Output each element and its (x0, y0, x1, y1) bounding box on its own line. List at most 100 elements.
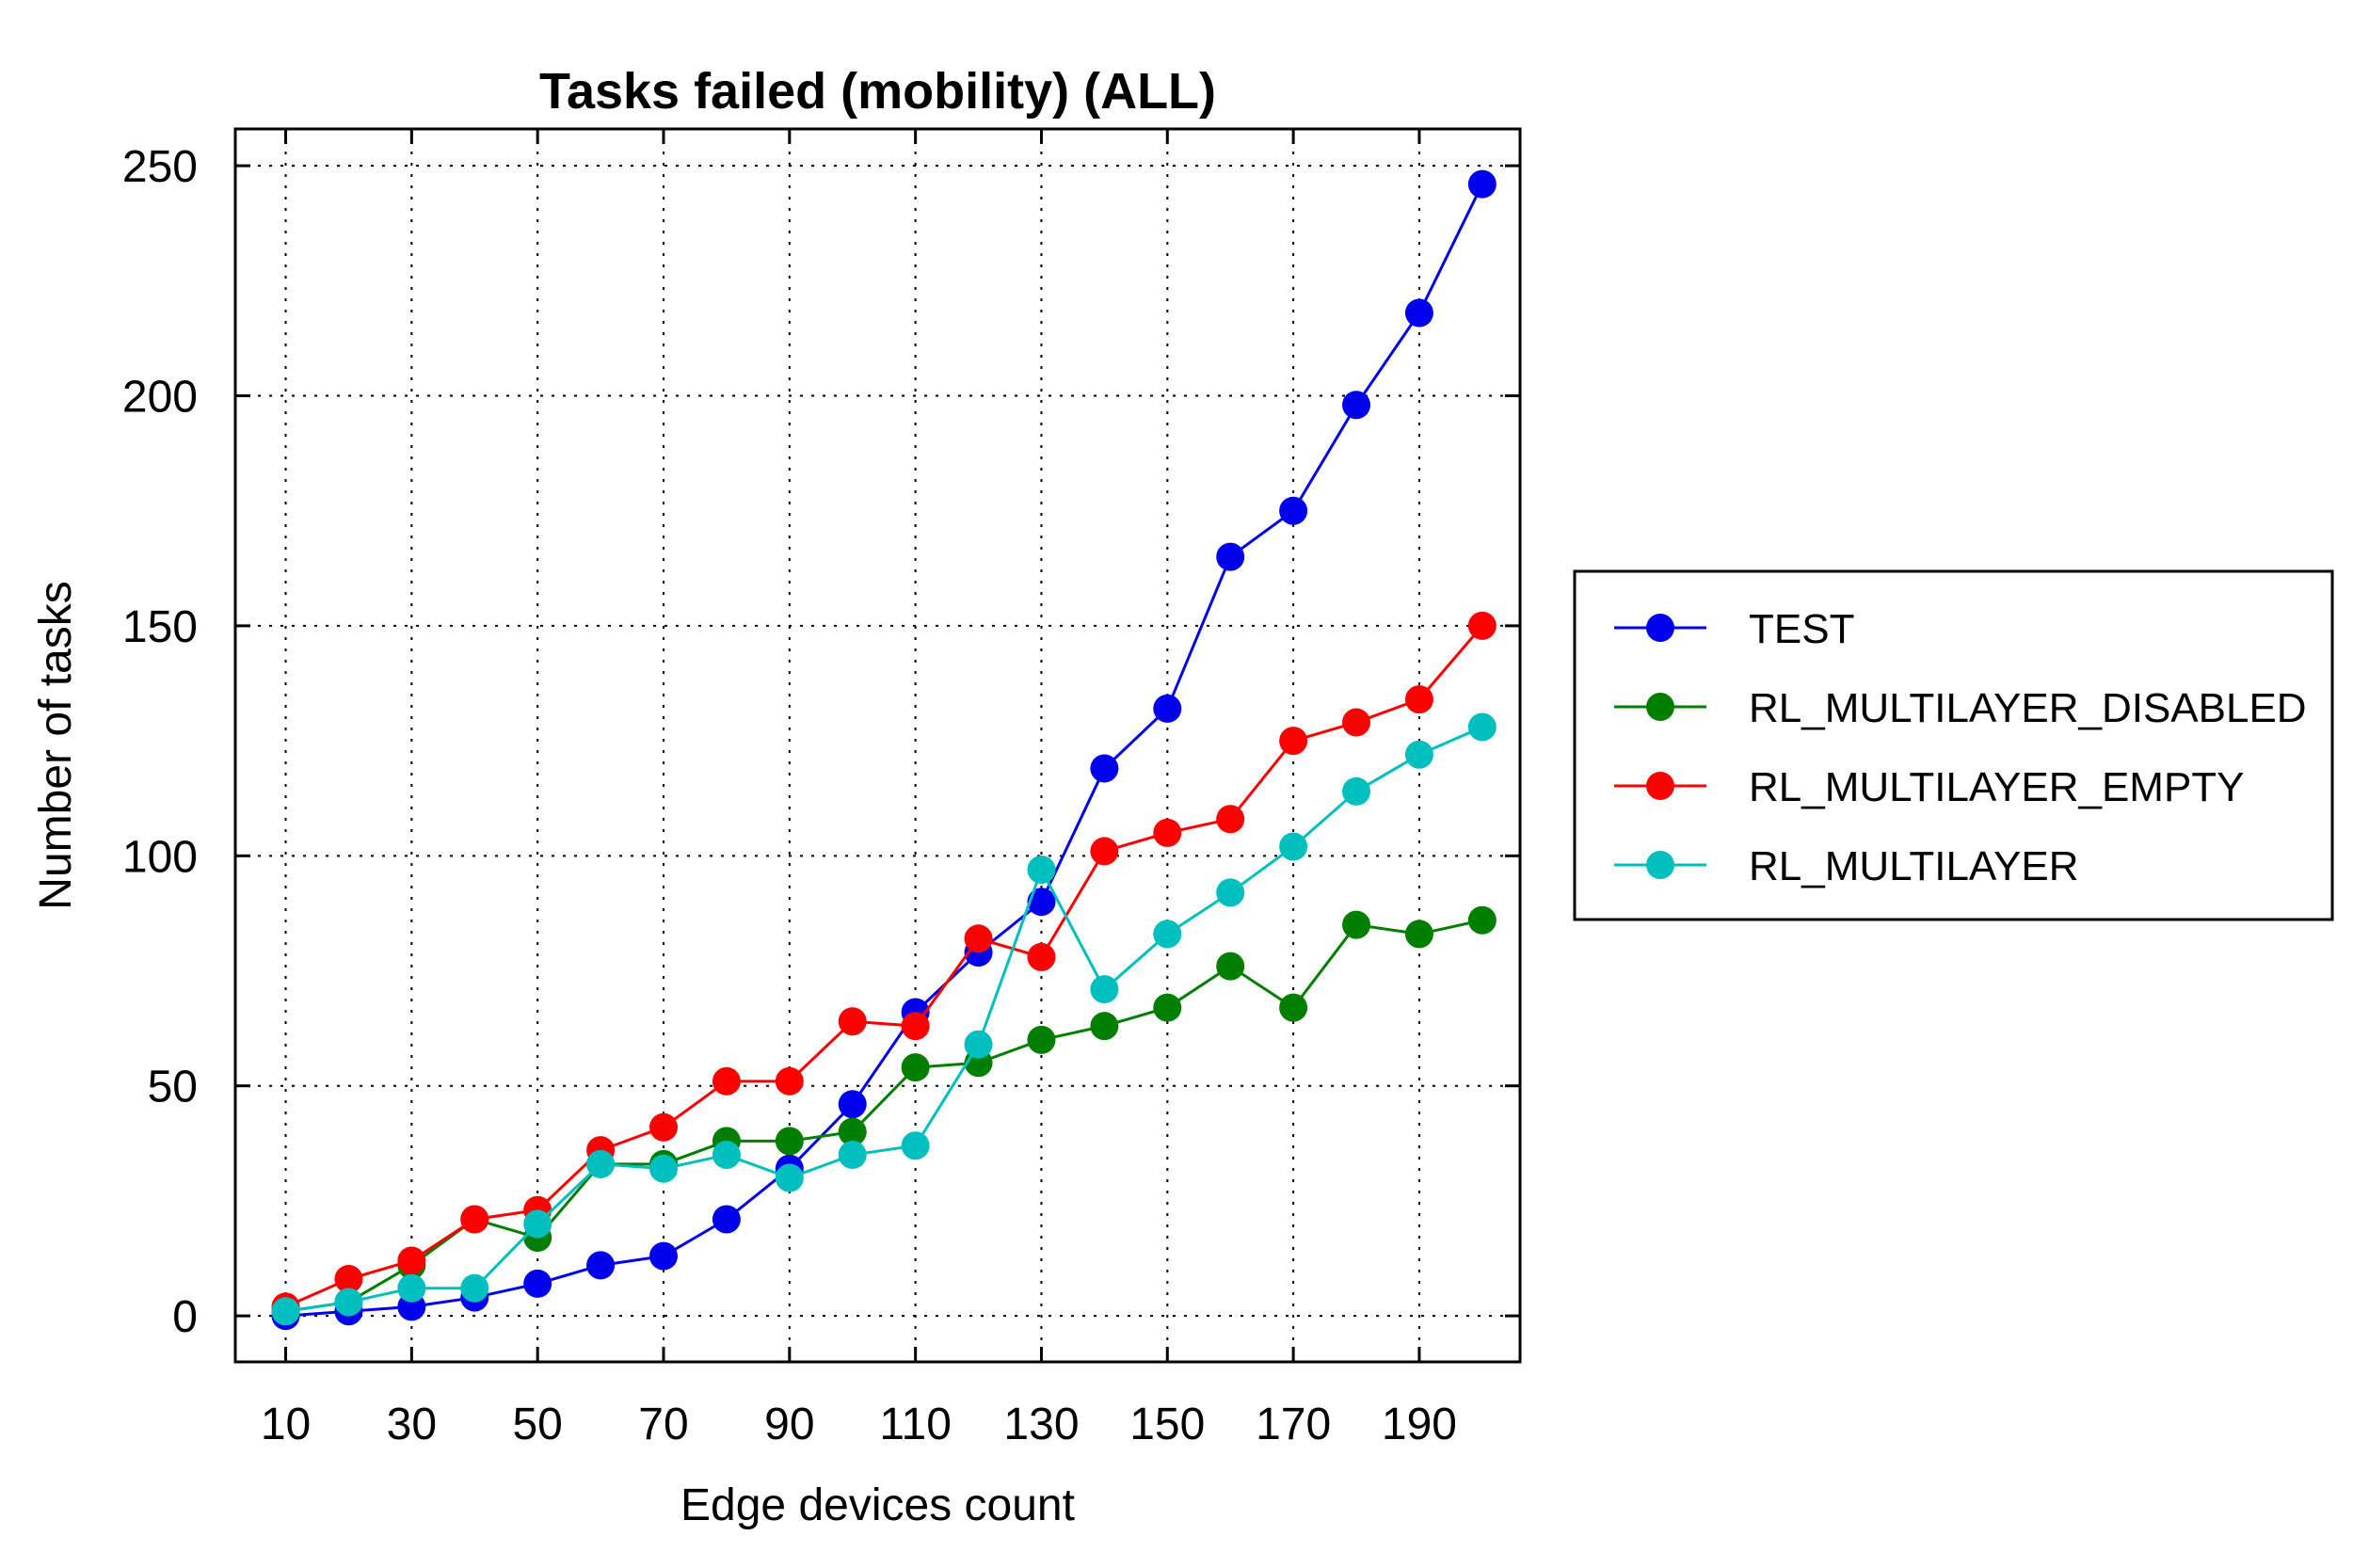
y-tick-label: 50 (148, 1063, 198, 1112)
data-point (712, 1205, 741, 1234)
data-point (1216, 952, 1245, 981)
data-point (1279, 727, 1308, 756)
grid-lines (235, 129, 1520, 1362)
data-point (1153, 818, 1182, 847)
data-point (838, 1090, 867, 1119)
data-point (1090, 837, 1119, 866)
data-point (586, 1251, 616, 1280)
data-point (1279, 496, 1308, 525)
data-point (1342, 708, 1371, 737)
data-point (460, 1273, 489, 1303)
data-point (1279, 993, 1308, 1022)
legend-marker (1646, 693, 1674, 721)
legend-marker (1646, 851, 1674, 879)
x-axis-label: Edge devices count (680, 1480, 1075, 1530)
data-point (523, 1209, 552, 1239)
data-point (1404, 920, 1433, 949)
data-point (1342, 391, 1371, 420)
data-point (1467, 905, 1497, 935)
y-axis-label: Number of tasks (31, 581, 81, 909)
legend-label: RL_MULTILAYER (1749, 843, 2078, 889)
data-point (1216, 805, 1245, 834)
series-rl-multilayer (271, 712, 1497, 1326)
x-tick-label: 150 (1129, 1400, 1205, 1449)
data-point (964, 1030, 993, 1059)
data-point (523, 1269, 552, 1298)
chart-title: Tasks failed (mobility) (ALL) (539, 63, 1216, 120)
legend-marker (1646, 772, 1674, 800)
data-point (397, 1273, 426, 1303)
data-point (964, 924, 993, 953)
legend-label: RL_MULTILAYER_EMPTY (1749, 764, 2245, 810)
data-point (1216, 542, 1245, 571)
x-tick-label: 90 (764, 1400, 814, 1449)
data-point (1467, 169, 1497, 199)
y-tick-label: 200 (122, 373, 198, 423)
x-tick-label: 170 (1256, 1400, 1331, 1449)
data-point (1153, 694, 1182, 723)
series-test (271, 169, 1497, 1331)
data-point (586, 1149, 616, 1178)
y-tick-label: 150 (122, 602, 198, 652)
x-tick-label: 70 (638, 1400, 688, 1449)
x-tick-label: 10 (261, 1400, 311, 1449)
data-point (1027, 942, 1056, 971)
data-series (271, 169, 1497, 1331)
data-point (1404, 298, 1433, 328)
data-point (649, 1112, 678, 1142)
data-point (1342, 910, 1371, 939)
series-rl-multilayer-disabled (271, 905, 1497, 1326)
x-tick-label: 110 (879, 1400, 952, 1449)
data-point (901, 1053, 930, 1082)
data-point (649, 1154, 678, 1183)
data-point (1027, 888, 1056, 917)
data-point (775, 1163, 804, 1192)
series-line (284, 624, 1483, 1308)
data-point (712, 1066, 741, 1096)
data-point (271, 1297, 300, 1326)
data-point (1404, 685, 1433, 714)
data-point (775, 1066, 804, 1096)
data-point (397, 1246, 426, 1275)
y-tick-label: 0 (172, 1292, 198, 1342)
plot-frame (233, 127, 1522, 1364)
data-point (838, 1141, 867, 1170)
data-point (1342, 776, 1371, 806)
data-point (460, 1205, 489, 1234)
data-point (1027, 1025, 1056, 1054)
series-rl-multilayer-empty (271, 611, 1497, 1321)
data-point (1090, 1012, 1119, 1041)
data-point (1467, 712, 1497, 742)
x-tick-label: 190 (1382, 1400, 1457, 1449)
x-tick-label: 50 (512, 1400, 562, 1449)
x-tick-label: 30 (387, 1400, 437, 1449)
data-point (775, 1127, 804, 1156)
data-point (712, 1141, 741, 1170)
data-point (1279, 832, 1308, 861)
data-point (1027, 855, 1056, 884)
data-point (901, 1012, 930, 1041)
series-line (285, 919, 1483, 1313)
data-point (1153, 920, 1182, 949)
legend-label: TEST (1749, 606, 1854, 652)
axis-ticks: 10 30 50 70 90 110 130 150 170 190 0 50 100 150 200 250 (122, 129, 1520, 1449)
y-tick-label: 100 (122, 832, 198, 882)
data-point (1467, 611, 1497, 640)
legend-marker (1646, 614, 1674, 642)
data-point (901, 1131, 930, 1160)
x-tick-label: 130 (1003, 1400, 1079, 1449)
data-point (334, 1288, 363, 1317)
legend-box (1573, 569, 2334, 921)
data-point (1404, 740, 1433, 769)
data-point (1090, 754, 1119, 783)
data-point (838, 1007, 867, 1036)
legend-label: RL_MULTILAYER_DISABLED (1749, 685, 2307, 731)
data-point (334, 1265, 363, 1294)
legend: TEST RL_MULTILAYER_DISABLED RL_MULTILAYER_… (1573, 569, 2334, 921)
data-point (1153, 993, 1182, 1022)
data-point (1090, 975, 1119, 1004)
data-point (1216, 878, 1245, 907)
y-tick-label: 250 (122, 142, 198, 192)
data-point (649, 1241, 678, 1271)
